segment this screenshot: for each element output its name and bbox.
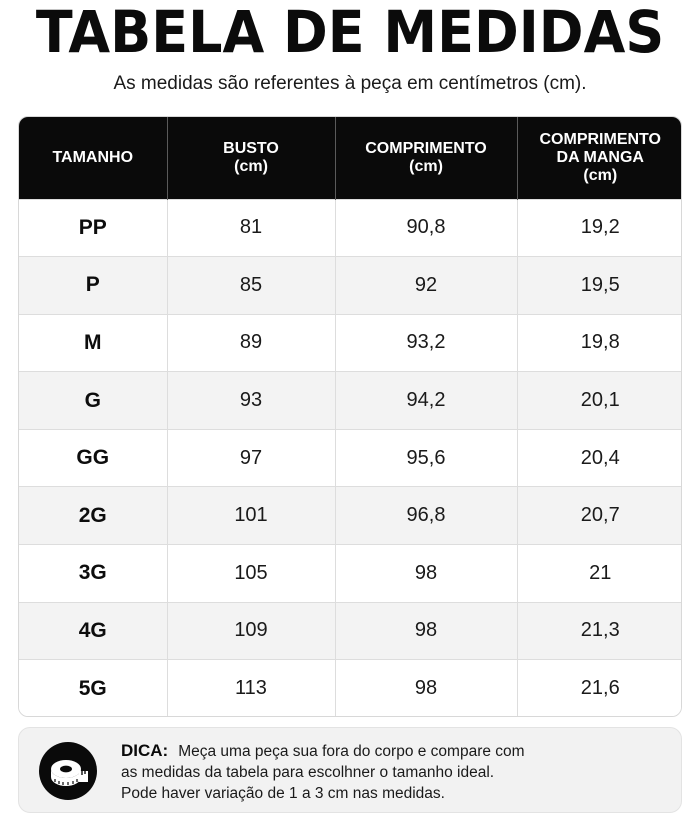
size-table-container: TAMANHO BUSTO (cm) COMPRIMENTO (cm) COMP… <box>18 116 682 717</box>
length-cell: 95,6 <box>334 428 517 487</box>
page-title: TABELA DE MEDIDAS <box>35 0 665 66</box>
size-cell: 3G <box>19 544 167 603</box>
tip-text: DICA: Meça uma peça sua fora do corpo e c… <box>121 740 661 804</box>
header-length: COMPRIMENTO (cm) <box>334 117 517 199</box>
page-subtitle: As medidas são referentes à peça em cent… <box>113 73 587 94</box>
size-table: TAMANHO BUSTO (cm) COMPRIMENTO (cm) COMP… <box>19 117 681 716</box>
length-cell: 98 <box>334 659 517 716</box>
bust-cell: 97 <box>166 428 335 487</box>
header-bust: BUSTO (cm) <box>166 117 335 199</box>
bust-cell: 89 <box>166 313 335 372</box>
table-row: 5G 113 98 21,6 <box>19 659 681 716</box>
bust-cell: 85 <box>166 256 335 315</box>
size-cell: 2G <box>19 486 167 545</box>
table-row: G 93 94,2 20,1 <box>19 371 681 430</box>
sleeve-cell: 20,1 <box>516 371 681 430</box>
header-size: TAMANHO <box>52 148 134 166</box>
sleeve-cell: 21 <box>516 544 681 603</box>
tip-box: DICA: Meça uma peça sua fora do corpo e c… <box>18 727 682 813</box>
table-row: PP 81 90,8 19,2 <box>19 198 681 257</box>
table-row: 4G 109 98 21,3 <box>19 601 681 660</box>
size-cell: P <box>19 256 167 315</box>
length-cell: 96,8 <box>334 486 517 545</box>
tip-line-3: Pode haver variação de 1 a 3 cm nas medi… <box>121 785 445 802</box>
size-cell: GG <box>19 428 167 487</box>
length-cell: 90,8 <box>334 198 517 257</box>
size-cell: 4G <box>19 601 167 660</box>
header-sleeve-length: COMPRIMENTO DA MANGA (cm) <box>516 117 681 199</box>
sleeve-cell: 21,3 <box>516 601 681 660</box>
table-row: GG 97 95,6 20,4 <box>19 428 681 487</box>
table-row: 2G 101 96,8 20,7 <box>19 486 681 545</box>
bust-cell: 93 <box>166 371 335 430</box>
table-header-row: TAMANHO BUSTO (cm) COMPRIMENTO (cm) COMP… <box>19 117 681 199</box>
bust-cell: 109 <box>166 601 335 660</box>
sleeve-cell: 19,5 <box>516 256 681 315</box>
bust-cell: 113 <box>166 659 335 716</box>
table-row: P 85 92 19,5 <box>19 256 681 315</box>
measuring-tape-icon <box>39 742 97 800</box>
bust-cell: 81 <box>166 198 335 257</box>
length-cell: 98 <box>334 544 517 603</box>
bust-cell: 105 <box>166 544 335 603</box>
sleeve-cell: 19,8 <box>516 313 681 372</box>
length-cell: 93,2 <box>334 313 517 372</box>
size-cell: M <box>19 313 167 372</box>
length-cell: 92 <box>334 256 517 315</box>
size-cell: 5G <box>19 659 167 716</box>
sleeve-cell: 20,4 <box>516 428 681 487</box>
tip-label: DICA: <box>121 741 169 760</box>
sleeve-cell: 19,2 <box>516 198 681 257</box>
size-cell: PP <box>19 198 167 257</box>
length-cell: 94,2 <box>334 371 517 430</box>
table-row: M 89 93,2 19,8 <box>19 313 681 372</box>
bust-cell: 101 <box>166 486 335 545</box>
length-cell: 98 <box>334 601 517 660</box>
sleeve-cell: 21,6 <box>516 659 681 716</box>
tip-line-2: as medidas da tabela para escolhner o ta… <box>121 764 495 781</box>
tip-line-1: Meça uma peça sua fora do corpo e compar… <box>178 743 525 760</box>
table-row: 3G 105 98 21 <box>19 544 681 603</box>
size-cell: G <box>19 371 167 430</box>
sleeve-cell: 20,7 <box>516 486 681 545</box>
